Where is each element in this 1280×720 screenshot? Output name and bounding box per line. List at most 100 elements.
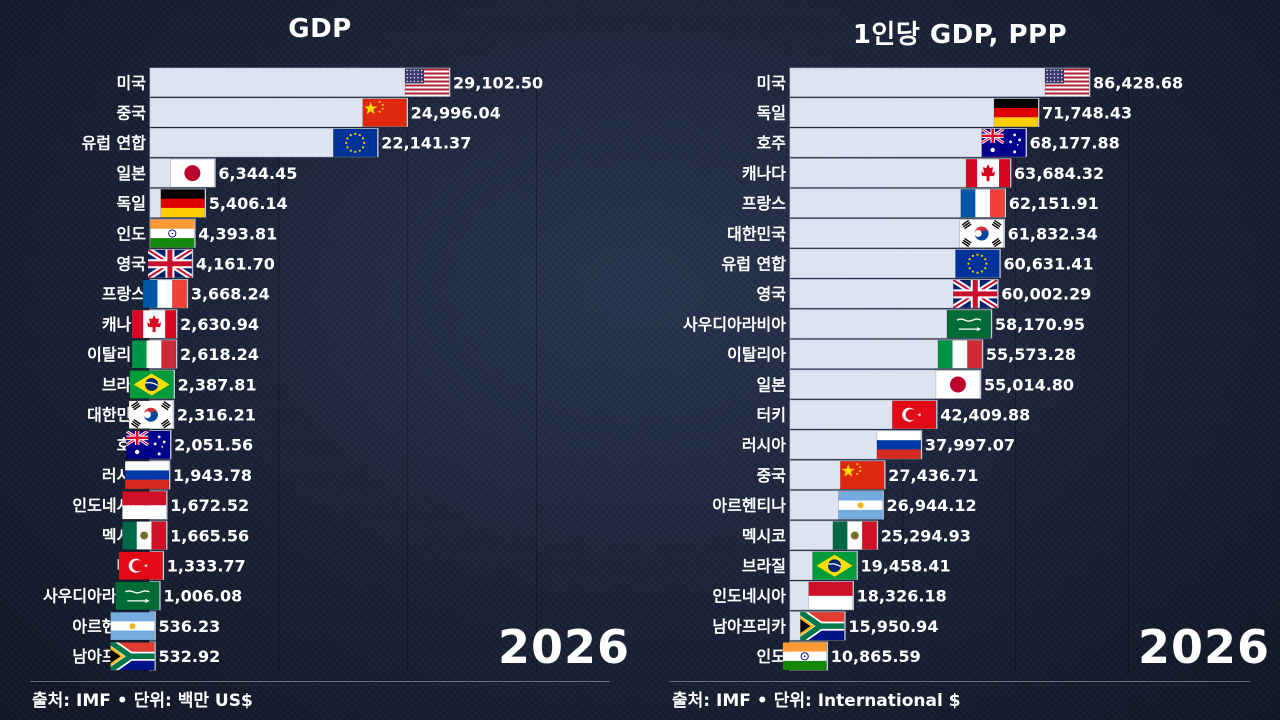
value-label: 24,996.04 — [411, 103, 501, 122]
category-label: 미국 — [757, 73, 787, 92]
value-label: 19,458.41 — [861, 556, 951, 575]
category-label: 중국 — [757, 466, 787, 485]
in-flag-icon — [149, 219, 195, 248]
category-label: 아르헨티나 — [712, 496, 786, 515]
category-label: 프랑스 — [102, 285, 146, 304]
de-flag-icon — [993, 98, 1039, 127]
value-label: 27,436.71 — [888, 466, 978, 485]
category-label: 유럽 연합 — [722, 254, 787, 273]
au-flag-icon — [125, 430, 171, 460]
category-label: 인도 — [117, 224, 147, 243]
category-label: 미국 — [117, 73, 147, 92]
gb-flag-icon — [147, 249, 193, 278]
value-label: 61,832.34 — [1008, 224, 1098, 243]
value-label: 2,618.24 — [180, 345, 259, 364]
br-flag-icon — [129, 370, 174, 399]
bar — [149, 67, 451, 97]
za-flag-icon — [110, 641, 155, 671]
au-flag-icon — [981, 128, 1026, 158]
category-label: 독일 — [117, 194, 146, 213]
value-label: 18,326.18 — [857, 587, 947, 606]
value-label: 2,051.56 — [174, 436, 253, 455]
value-label: 10,865.59 — [831, 647, 921, 666]
category-label: 독일 — [757, 103, 786, 122]
eu-flag-icon — [955, 249, 1000, 278]
value-label: 63,684.32 — [1014, 164, 1104, 183]
category-label: 남아프리카 — [712, 617, 786, 636]
category-label: 일본 — [757, 375, 787, 394]
category-label: 캐나다 — [742, 164, 786, 183]
fr-flag-icon — [960, 189, 1006, 218]
value-label: 3,668.24 — [191, 285, 270, 304]
gdp-per-capita-chart-panel: 1인당 GDP, PPP 미국 86,428.68 독일 71,748.43 호주 68,… — [640, 0, 1280, 720]
value-label: 1,672.52 — [170, 496, 249, 515]
value-label: 60,002.29 — [1001, 285, 1091, 304]
value-label: 4,161.70 — [196, 254, 275, 273]
id-flag-icon — [808, 581, 853, 611]
value-label: 58,170.95 — [995, 315, 1085, 334]
category-label: 프랑스 — [742, 194, 786, 213]
unit-label: 단위: 백만 US$ — [133, 691, 253, 711]
us-flag-icon — [404, 68, 450, 97]
value-label: 6,344.45 — [218, 164, 297, 183]
gdp-chart-panel: GDP 미국 29,102.50 중국 24,996.04 유럽 연합 22,141.37… — [32, 14, 631, 711]
value-label: 37,997.07 — [925, 436, 1015, 455]
category-label: 중국 — [117, 103, 147, 122]
value-label: 29,102.50 — [453, 73, 543, 92]
divider — [670, 681, 1250, 682]
value-label: 1,006.08 — [163, 587, 242, 606]
ar-flag-icon — [110, 611, 155, 641]
gdp-bar-chart: 미국 29,102.50 중국 24,996.04 유럽 연합 22,141.37 일본 6,… — [82, 67, 543, 672]
category-label: 영국 — [757, 285, 787, 304]
kr-flag-icon — [128, 400, 174, 430]
separator-dot: • — [116, 691, 128, 711]
year-label: 2026 — [498, 620, 631, 674]
eu-flag-icon — [332, 128, 378, 158]
category-label: 일본 — [117, 164, 147, 183]
sa-flag-icon — [946, 309, 992, 339]
ca-flag-icon — [965, 158, 1011, 188]
de-flag-icon — [160, 189, 206, 218]
value-label: 5,406.14 — [209, 194, 288, 213]
value-label: 71,748.43 — [1042, 103, 1132, 122]
za-flag-icon — [800, 611, 845, 641]
in-flag-icon — [782, 641, 828, 671]
jp-flag-icon — [170, 158, 215, 188]
separator-dot: • — [756, 691, 768, 711]
category-label: 영국 — [117, 254, 147, 273]
value-label: 26,944.12 — [887, 496, 977, 515]
cn-flag-icon — [839, 460, 885, 490]
category-label: 인도 — [757, 647, 787, 666]
ru-flag-icon — [124, 460, 170, 490]
category-label: 이탈리아 — [727, 345, 786, 364]
value-label: 55,573.28 — [986, 345, 1076, 364]
chart-title: 1인당 GDP, PPP — [852, 20, 1068, 50]
value-label: 22,141.37 — [381, 134, 471, 153]
value-label: 4,393.81 — [198, 224, 277, 243]
value-label: 2,316.21 — [177, 405, 256, 424]
value-label: 1,943.78 — [173, 466, 252, 485]
category-label: 멕시코 — [742, 526, 786, 545]
it-flag-icon — [937, 339, 983, 369]
chart-title: GDP — [288, 14, 352, 44]
ca-flag-icon — [131, 309, 177, 339]
value-label: 25,294.93 — [881, 526, 971, 545]
source-label: 출처: IMF — [672, 691, 751, 711]
value-label: 532.92 — [158, 647, 220, 666]
category-label: 호주 — [757, 134, 787, 153]
source-label: 출처: IMF — [32, 691, 111, 711]
gdp-per-capita-bar-chart: 미국 86,428.68 독일 71,748.43 호주 68,177.88 캐나다 63,6… — [683, 67, 1183, 672]
value-label: 1,665.56 — [170, 526, 249, 545]
mx-flag-icon — [121, 521, 167, 550]
cn-flag-icon — [362, 98, 407, 127]
value-label: 68,177.88 — [1030, 134, 1120, 153]
value-label: 42,409.88 — [940, 405, 1030, 424]
year-label: 2026 — [1138, 620, 1271, 674]
tr-flag-icon — [118, 551, 164, 581]
ar-flag-icon — [838, 490, 883, 520]
value-label: 86,428.68 — [1093, 73, 1183, 92]
value-label: 55,014.80 — [984, 375, 1074, 394]
gb-flag-icon — [952, 279, 998, 309]
mx-flag-icon — [832, 521, 878, 550]
category-label: 유럽 연합 — [82, 134, 147, 153]
